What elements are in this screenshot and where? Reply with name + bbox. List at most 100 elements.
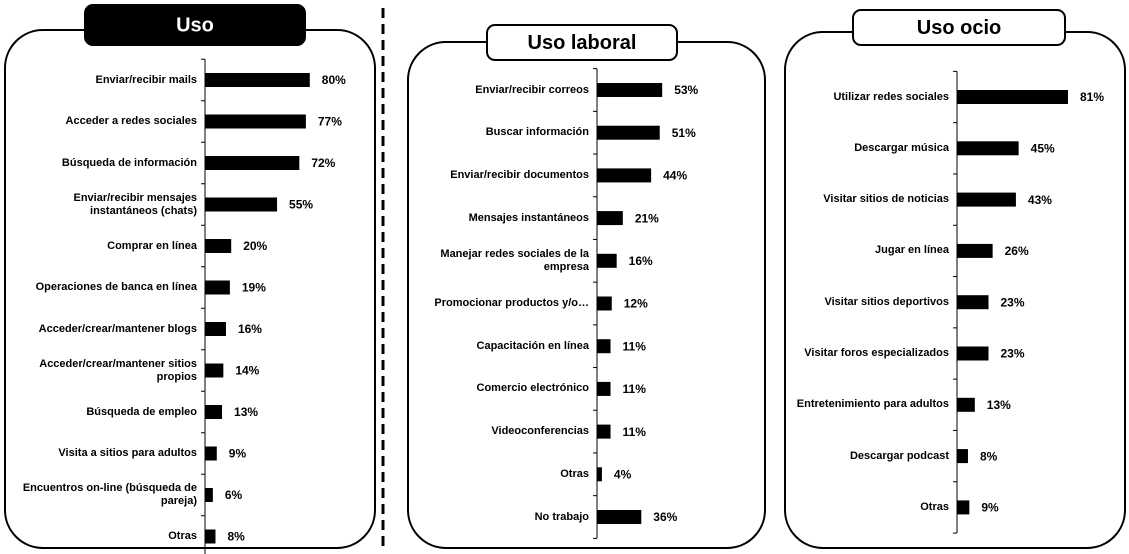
bar: [597, 253, 617, 268]
bar: [957, 500, 970, 515]
value-label: 11%: [623, 339, 647, 353]
title-box: [852, 9, 1066, 46]
bar: [957, 449, 968, 464]
value-label: 6%: [225, 488, 243, 502]
value-label: 11%: [623, 425, 647, 439]
value-label: 53%: [674, 83, 698, 97]
value-label: 4%: [614, 467, 632, 481]
value-label: 8%: [227, 530, 245, 544]
category-label: Otras: [920, 500, 949, 513]
title-box: [84, 4, 306, 46]
value-label: 21%: [635, 211, 659, 225]
value-label: 43%: [1028, 193, 1052, 207]
category-label: Promocionar productos y/o…: [434, 297, 589, 309]
category-label: Visita a sitios para adultos: [58, 447, 197, 459]
category-label: Manejar redes sociales de la empresa: [440, 247, 589, 273]
value-label: 72%: [311, 156, 335, 170]
bar: [205, 197, 278, 212]
value-label: 16%: [238, 322, 262, 336]
bar: [205, 529, 216, 544]
bar: [205, 322, 226, 336]
category-label: Capacitación en línea: [476, 339, 589, 352]
category-label: Visitar sitios de noticias: [823, 193, 949, 206]
category-label: Comercio electrónico: [476, 382, 589, 395]
value-label: 11%: [623, 382, 647, 396]
value-label: 23%: [1001, 295, 1025, 309]
category-label: Búsqueda de información: [61, 156, 197, 169]
bar: [205, 239, 232, 253]
chart-title: Uso: [176, 14, 214, 36]
bar: [597, 339, 611, 354]
category-label: Otras: [168, 530, 197, 542]
category-label: Visitar sitios deportivos: [824, 295, 949, 308]
bar: [597, 424, 611, 439]
category-label: Visitar foros especializados: [804, 347, 949, 359]
chart-title: Uso ocio: [917, 17, 1001, 39]
category-label: Operaciones de banca en línea: [35, 281, 197, 293]
value-label: 16%: [629, 254, 653, 268]
category-label: Descargar música: [854, 141, 949, 154]
category-label: Enviar/recibir documentos: [450, 168, 589, 181]
bar: [597, 381, 611, 396]
bar: [205, 114, 306, 129]
value-label: 51%: [672, 126, 696, 140]
bar: [957, 192, 1016, 207]
value-label: 9%: [981, 501, 999, 515]
value-label: 55%: [289, 198, 313, 212]
bar: [597, 168, 652, 183]
category-label: Utilizar redes sociales: [833, 90, 949, 103]
bar: [205, 488, 213, 502]
category-label: Búsqueda de empleo: [86, 405, 197, 418]
bar: [597, 211, 623, 226]
bar: [205, 363, 224, 378]
category-label: Enviar/recibir mensajes instantáneos (ch…: [73, 191, 197, 217]
bar: [597, 83, 663, 97]
value-label: 81%: [1080, 90, 1104, 104]
category-label: Entretenimiento para adultos: [796, 398, 949, 411]
category-label: Mensajes instantáneos: [468, 211, 589, 224]
category-label: Acceder/crear/mantener blogs: [38, 322, 197, 335]
bar: [597, 510, 642, 524]
bar: [957, 243, 993, 258]
category-label: Jugar en línea: [875, 244, 949, 257]
bar: [205, 156, 300, 170]
value-label: 12%: [624, 297, 648, 311]
bar: [597, 467, 602, 482]
category-label: Encuentros on-line (búsqueda de pareja): [22, 482, 197, 507]
bar: [205, 405, 223, 419]
category-label: Otras: [560, 467, 589, 480]
bar: [957, 346, 989, 361]
value-label: 9%: [229, 447, 247, 461]
value-label: 20%: [243, 239, 267, 253]
value-label: 80%: [322, 73, 346, 87]
value-label: 45%: [1031, 141, 1055, 155]
value-label: 36%: [653, 510, 677, 524]
value-label: 44%: [663, 169, 687, 183]
bar: [597, 125, 660, 140]
bar: [957, 141, 1019, 156]
bar: [205, 280, 230, 295]
value-label: 19%: [242, 281, 266, 295]
bar: [205, 446, 217, 461]
category-label: Enviar/recibir correos: [475, 83, 589, 96]
value-label: 13%: [234, 405, 258, 419]
value-label: 13%: [987, 398, 1011, 412]
bar: [957, 90, 1068, 104]
category-label: Acceder a redes sociales: [65, 115, 197, 127]
category-label: Videoconferencias: [491, 425, 589, 438]
category-label: No trabajo: [534, 510, 589, 523]
value-label: 26%: [1005, 244, 1029, 258]
value-label: 77%: [318, 115, 342, 129]
value-label: 8%: [980, 449, 998, 463]
bar: [597, 296, 612, 311]
bar: [205, 73, 310, 87]
bar: [957, 295, 989, 310]
category-label: Acceder/crear/mantener sitios propios: [39, 357, 197, 383]
category-label: Buscar información: [485, 126, 589, 139]
category-label: Comprar en línea: [107, 239, 197, 252]
value-label: 14%: [235, 364, 259, 378]
value-label: 23%: [1001, 347, 1025, 361]
chart-title: Uso laboral: [528, 32, 637, 54]
